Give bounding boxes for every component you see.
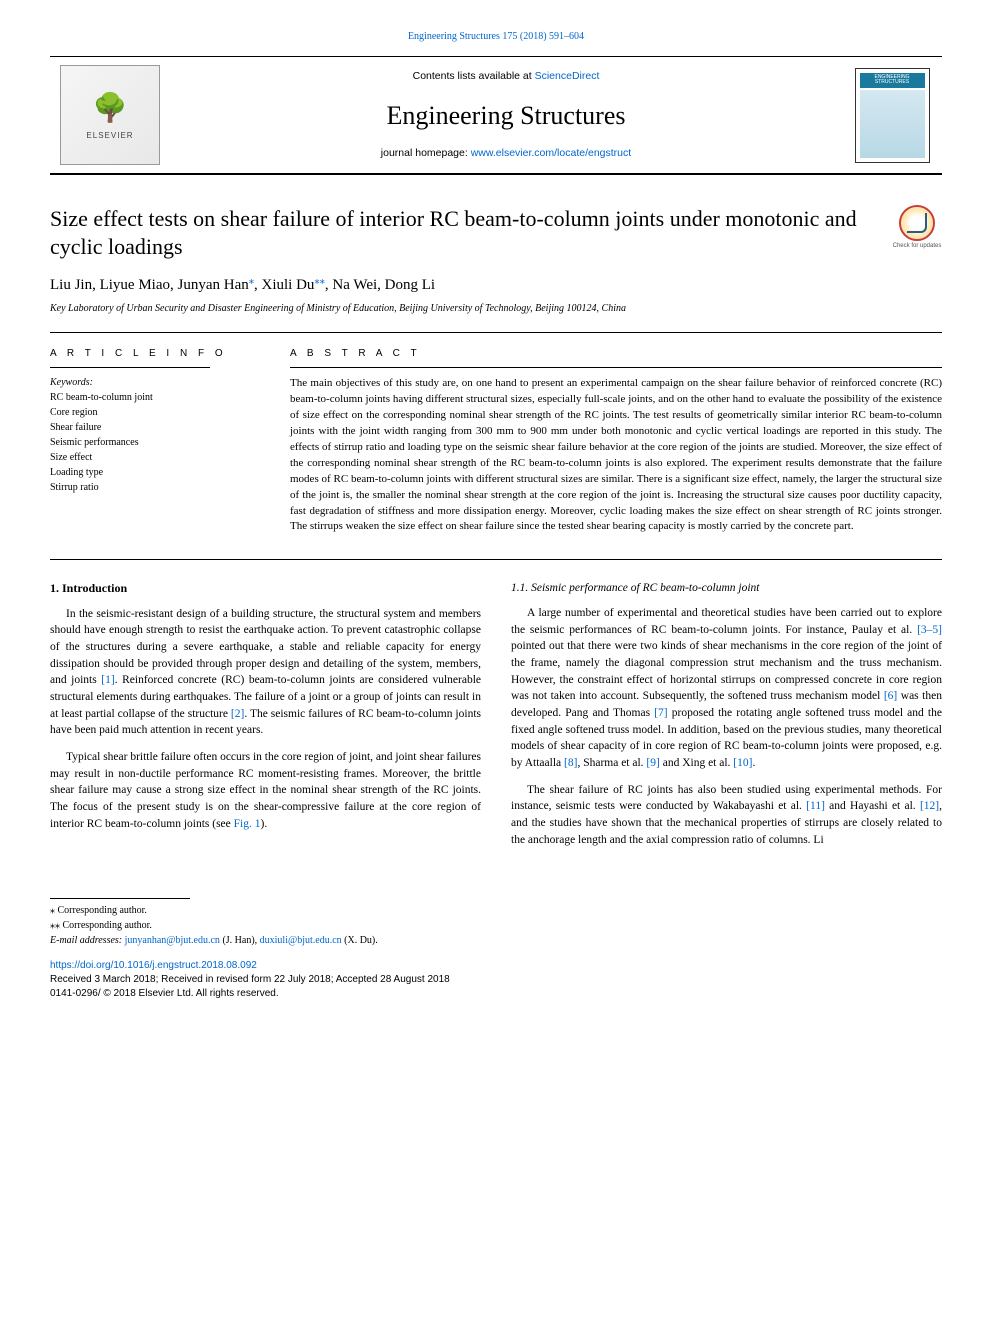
keyword: Loading type	[50, 465, 250, 480]
body-column-right: 1.1. Seismic performance of RC beam-to-c…	[511, 580, 942, 858]
divider-body	[50, 559, 942, 560]
article-title: Size effect tests on shear failure of in…	[50, 205, 872, 260]
abstract-column: A B S T R A C T The main objectives of t…	[290, 347, 942, 535]
keyword: Size effect	[50, 450, 250, 465]
abstract-rule	[290, 367, 942, 368]
header-citation: Engineering Structures 175 (2018) 591–60…	[50, 30, 942, 44]
ref-link-6[interactable]: [6]	[884, 690, 897, 702]
keyword: Stirrup ratio	[50, 480, 250, 495]
divider-top	[50, 332, 942, 333]
article-info-rule	[50, 367, 210, 368]
ref-link-2[interactable]: [2]	[231, 708, 244, 720]
article-title-row: Size effect tests on shear failure of in…	[50, 205, 942, 260]
body-column-left: 1. Introduction In the seismic-resistant…	[50, 580, 481, 858]
ref-link-3-5[interactable]: [3–5]	[917, 624, 942, 636]
contents-line: Contents lists available at ScienceDirec…	[413, 69, 600, 84]
intro-para-1: In the seismic-resistant design of a bui…	[50, 606, 481, 739]
corr-author-2: ⁎⁎ Corresponding author.	[50, 918, 942, 933]
header-citation-link[interactable]: Engineering Structures 175 (2018) 591–60…	[408, 31, 584, 42]
copyright-line: 0141-0296/ © 2018 Elsevier Ltd. All righ…	[50, 987, 942, 1001]
homepage-line: journal homepage: www.elsevier.com/locat…	[381, 146, 631, 161]
keywords-list: RC beam-to-column joint Core region Shea…	[50, 390, 250, 495]
info-abstract-row: A R T I C L E I N F O Keywords: RC beam-…	[50, 347, 942, 535]
journal-cover-container: ENGINEERING STRUCTURES	[842, 57, 942, 173]
crossmark-icon	[899, 205, 935, 241]
elsevier-tree-icon: 🌳	[93, 89, 128, 128]
abstract-text: The main objectives of this study are, o…	[290, 376, 942, 535]
authors-line: Liu Jin, Liyue Miao, Junyan Han⁎, Xiuli …	[50, 274, 942, 296]
ref-link-1[interactable]: [1]	[101, 674, 114, 686]
cover-body	[860, 90, 925, 158]
keyword: Seismic performances	[50, 435, 250, 450]
elsevier-text: ELSEVIER	[86, 130, 133, 141]
authors-part1: Liu Jin, Liyue Miao, Junyan Han	[50, 277, 249, 293]
email-name-2: (X. Du).	[342, 935, 378, 946]
keyword: Shear failure	[50, 420, 250, 435]
keywords-label: Keywords:	[50, 376, 250, 390]
sub-para-2: The shear failure of RC joints has also …	[511, 782, 942, 849]
contents-prefix: Contents lists available at	[413, 70, 535, 82]
abstract-heading: A B S T R A C T	[290, 347, 942, 361]
journal-name: Engineering Structures	[387, 98, 626, 134]
email-line: E-mail addresses: junyanhan@bjut.edu.cn …	[50, 933, 942, 948]
doi-link[interactable]: https://doi.org/10.1016/j.engstruct.2018…	[50, 960, 257, 971]
ref-link-11[interactable]: [11]	[806, 800, 825, 812]
subsection-heading: 1.1. Seismic performance of RC beam-to-c…	[511, 580, 942, 597]
ref-link-12[interactable]: [12]	[920, 800, 939, 812]
article-info-column: A R T I C L E I N F O Keywords: RC beam-…	[50, 347, 250, 535]
homepage-link[interactable]: www.elsevier.com/locate/engstruct	[471, 147, 631, 159]
publisher-logo-container: 🌳 ELSEVIER	[50, 57, 170, 173]
sub-para-1: A large number of experimental and theor…	[511, 605, 942, 772]
footnote-rule	[50, 898, 190, 899]
email-link-1[interactable]: junyanhan@bjut.edu.cn	[125, 935, 220, 946]
keyword: Core region	[50, 405, 250, 420]
affiliation: Key Laboratory of Urban Security and Dis…	[50, 302, 942, 316]
intro-para-2: Typical shear brittle failure often occu…	[50, 749, 481, 832]
ref-link-7[interactable]: [7]	[654, 707, 667, 719]
authors-part3: , Na Wei, Dong Li	[325, 277, 435, 293]
crossmark-badge[interactable]: Check for updates	[892, 205, 942, 260]
ref-link-8[interactable]: [8]	[564, 757, 577, 769]
ref-link-9[interactable]: [9]	[646, 757, 659, 769]
banner-center: Contents lists available at ScienceDirec…	[170, 57, 842, 173]
keyword: RC beam-to-column joint	[50, 390, 250, 405]
fig-link-1[interactable]: Fig. 1	[234, 818, 261, 830]
footnotes: ⁎ Corresponding author. ⁎⁎ Corresponding…	[50, 898, 942, 1001]
received-line: Received 3 March 2018; Received in revis…	[50, 973, 942, 987]
corr-author-1: ⁎ Corresponding author.	[50, 903, 942, 918]
doi-line: https://doi.org/10.1016/j.engstruct.2018…	[50, 958, 942, 973]
email-prefix: E-mail addresses:	[50, 935, 125, 946]
article-info-heading: A R T I C L E I N F O	[50, 347, 250, 361]
corr-mark-2[interactable]: ⁎⁎	[314, 275, 325, 286]
email-name-1: (J. Han),	[220, 935, 260, 946]
email-link-2[interactable]: duxiuli@bjut.edu.cn	[260, 935, 342, 946]
crossmark-text: Check for updates	[893, 243, 942, 250]
journal-cover: ENGINEERING STRUCTURES	[855, 68, 930, 163]
sciencedirect-link[interactable]: ScienceDirect	[535, 70, 600, 82]
authors-part2: , Xiuli Du	[254, 277, 314, 293]
homepage-prefix: journal homepage:	[381, 147, 471, 159]
journal-banner: 🌳 ELSEVIER Contents lists available at S…	[50, 56, 942, 175]
cover-header: ENGINEERING STRUCTURES	[860, 73, 925, 88]
ref-link-10[interactable]: [10]	[733, 757, 752, 769]
elsevier-logo: 🌳 ELSEVIER	[60, 65, 160, 165]
intro-heading: 1. Introduction	[50, 580, 481, 597]
body-columns: 1. Introduction In the seismic-resistant…	[50, 580, 942, 858]
